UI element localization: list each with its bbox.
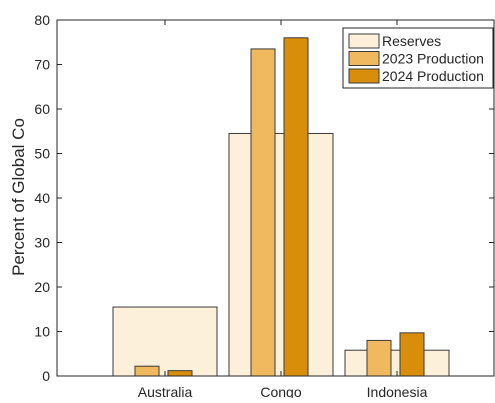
y-tick-label: 0 [42, 368, 50, 384]
x-tick-label: Congo [260, 384, 301, 398]
bar-2023-production-australia [134, 365, 160, 377]
bar-reserves-congo [228, 132, 334, 377]
legend-label: 2024 Production [382, 68, 484, 84]
legend-swatch [348, 33, 380, 49]
x-tick-label: Australia [138, 384, 193, 398]
y-tick-label: 20 [34, 279, 50, 295]
y-tick-label: 80 [34, 12, 50, 28]
legend-swatch [348, 51, 380, 66]
bar-2024-production-australia [167, 370, 193, 377]
labels-layer: Percent of Global Co [9, 118, 28, 276]
axes-layer: Australia Congo Indonesia 0 10 20 30 40 50 60 70 80 [34, 12, 495, 400]
y-tick-label: 30 [34, 235, 50, 251]
y-tick-label: 70 [34, 57, 50, 73]
y-tick-label: 40 [34, 190, 50, 206]
bar-2024-production-congo [283, 37, 309, 377]
y-tick-label: 50 [34, 146, 50, 162]
legend-swatch [348, 68, 380, 84]
y-axis-label: Percent of Global Co [9, 118, 28, 276]
y-tick-label: 60 [34, 101, 50, 117]
legend-label: Reserves [382, 33, 441, 49]
bar-2023-production-indonesia [366, 339, 392, 377]
legend-label: 2023 Production [382, 51, 484, 67]
y-tick-label: 10 [34, 324, 50, 340]
bar-2024-production-indonesia [399, 332, 425, 377]
x-tick-label: Indonesia [367, 384, 428, 398]
bars-layer [112, 37, 450, 377]
bar-2023-production-congo [250, 48, 276, 377]
bar-reserves-australia [112, 306, 218, 377]
